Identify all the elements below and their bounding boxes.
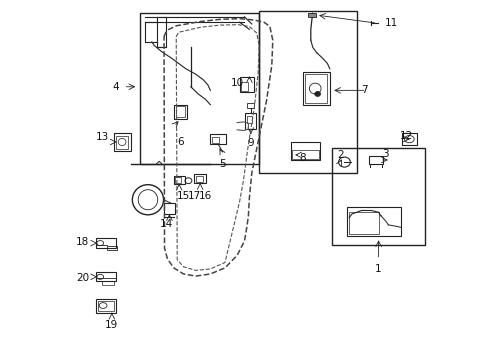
Text: 1: 1 bbox=[374, 264, 381, 274]
Text: 11: 11 bbox=[384, 18, 397, 28]
Text: 12: 12 bbox=[399, 131, 412, 141]
Text: 15: 15 bbox=[177, 192, 190, 202]
Text: 7: 7 bbox=[361, 85, 367, 95]
Text: 20: 20 bbox=[76, 273, 89, 283]
Text: 9: 9 bbox=[246, 138, 253, 148]
Text: 13: 13 bbox=[96, 132, 109, 142]
Text: 3: 3 bbox=[381, 149, 388, 159]
Text: 17: 17 bbox=[188, 192, 201, 202]
Text: 8: 8 bbox=[299, 153, 305, 163]
Text: 10: 10 bbox=[230, 78, 243, 88]
Text: 19: 19 bbox=[105, 320, 118, 330]
Text: 14: 14 bbox=[160, 219, 173, 229]
Ellipse shape bbox=[314, 91, 320, 96]
Text: 5: 5 bbox=[219, 159, 225, 169]
Text: 4: 4 bbox=[112, 82, 119, 92]
Text: 6: 6 bbox=[177, 137, 183, 147]
Text: 2: 2 bbox=[337, 150, 344, 160]
FancyBboxPatch shape bbox=[307, 13, 315, 17]
Text: 18: 18 bbox=[76, 237, 89, 247]
Text: 16: 16 bbox=[199, 192, 212, 202]
